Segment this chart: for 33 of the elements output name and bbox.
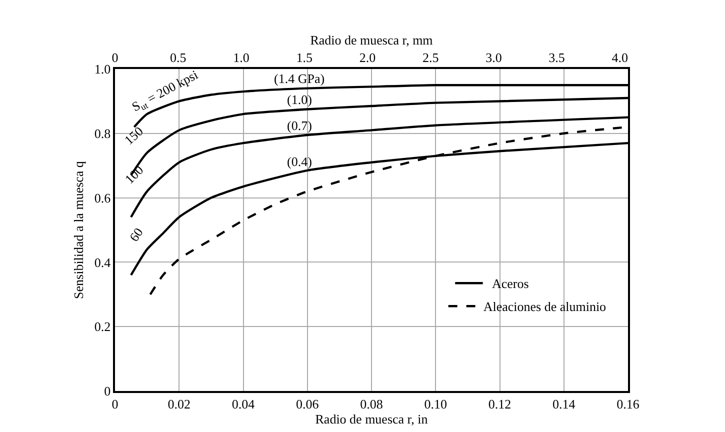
x-axis-title: Radio de muesca r, in xyxy=(315,411,428,426)
annotation: (0.4) xyxy=(287,154,312,169)
text: 150 xyxy=(121,123,146,148)
x2-tick-label: 2.0 xyxy=(359,50,376,66)
y-tick-label: 0.2 xyxy=(94,319,111,334)
annotation: (1.0) xyxy=(287,92,312,107)
annotation: (0.7) xyxy=(287,118,312,133)
x2-tick-label: 2.5 xyxy=(422,50,439,66)
text: 60 xyxy=(126,224,146,244)
x2-tick-label: 1.0 xyxy=(233,50,250,66)
annotation: Aceros xyxy=(492,276,529,291)
y-tick-label: 1.0 xyxy=(94,62,111,77)
x2-tick-label: 3.5 xyxy=(548,50,565,66)
x2-tick-label: 0.5 xyxy=(170,50,186,66)
x2-tick-label: 4.0 xyxy=(612,50,628,66)
x-tick-label: 0.02 xyxy=(168,396,191,412)
annotation: (1.4 GPa) xyxy=(274,71,325,86)
y-tick-label: 0.6 xyxy=(94,190,112,206)
x2-tick-label: 1.5 xyxy=(296,50,312,66)
x-tick-label: 0.04 xyxy=(232,396,256,412)
x-tick-label: 0.10 xyxy=(424,396,448,412)
x-tick-label: 0.08 xyxy=(360,396,383,412)
y-tick-label: 0.4 xyxy=(94,254,112,270)
x2-tick-label: 3.0 xyxy=(486,50,502,66)
legend-label: Aleaciones de aluminio xyxy=(483,299,606,314)
y-tick-label: 0.8 xyxy=(94,126,111,141)
x-tick-label: 0.16 xyxy=(616,396,640,412)
x-tick-label: 0.14 xyxy=(552,396,576,412)
x2-axis-title: Radio de muesca r, mm xyxy=(310,32,433,48)
x-tick-label: 0.06 xyxy=(296,396,320,412)
x-tick-label: 0.12 xyxy=(488,396,512,412)
y-tick-label: 0 xyxy=(104,384,111,399)
y-axis-title: Sensibilidad a la muesca q xyxy=(70,160,86,299)
